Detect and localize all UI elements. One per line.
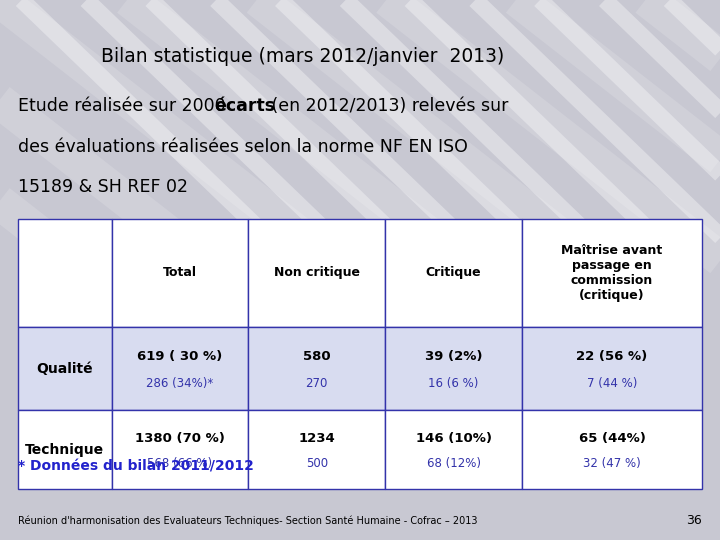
- Text: 15189 & SH REF 02: 15189 & SH REF 02: [18, 178, 188, 196]
- Text: Technique: Technique: [25, 443, 104, 456]
- Text: 65 (44%): 65 (44%): [579, 432, 645, 445]
- Text: 580: 580: [303, 350, 330, 363]
- Bar: [522, 410, 702, 489]
- Bar: [18, 327, 112, 410]
- Text: * Données du bilan 2011/2012: * Données du bilan 2011/2012: [18, 459, 254, 473]
- Text: 32 (47 %): 32 (47 %): [583, 457, 641, 470]
- Text: 1234: 1234: [298, 432, 336, 445]
- Text: 270: 270: [305, 377, 328, 390]
- Text: 568 (66 %): 568 (66 %): [148, 457, 212, 470]
- Text: 22 (56 %): 22 (56 %): [577, 350, 647, 363]
- Text: Qualité: Qualité: [37, 362, 93, 375]
- Text: 500: 500: [306, 457, 328, 470]
- Text: 146 (10%): 146 (10%): [415, 432, 492, 445]
- Bar: [522, 219, 702, 327]
- Bar: [385, 410, 522, 489]
- Bar: [385, 219, 522, 327]
- Text: 68 (12%): 68 (12%): [426, 457, 480, 470]
- Text: 286 (34%)*: 286 (34%)*: [146, 377, 214, 390]
- Text: 16 (6 %): 16 (6 %): [428, 377, 479, 390]
- Text: écarts: écarts: [214, 97, 275, 115]
- Bar: [18, 410, 112, 489]
- Bar: [522, 327, 702, 410]
- Text: Maîtrise avant
passage en
commission
(critique): Maîtrise avant passage en commission (cr…: [562, 244, 662, 302]
- Bar: [248, 219, 385, 327]
- Bar: [18, 219, 112, 327]
- Text: Etude réalisée sur 2000: Etude réalisée sur 2000: [18, 97, 231, 115]
- Bar: [248, 410, 385, 489]
- Text: 7 (44 %): 7 (44 %): [587, 377, 637, 390]
- Text: 1380 (70 %): 1380 (70 %): [135, 432, 225, 445]
- Text: Non critique: Non critique: [274, 266, 360, 279]
- Bar: [112, 219, 248, 327]
- Bar: [112, 327, 248, 410]
- Text: (en 2012/2013) relevés sur: (en 2012/2013) relevés sur: [266, 97, 509, 115]
- Text: 619 ( 30 %): 619 ( 30 %): [138, 350, 222, 363]
- Text: Total: Total: [163, 266, 197, 279]
- Text: des évaluations réalisées selon la norme NF EN ISO: des évaluations réalisées selon la norme…: [18, 138, 468, 156]
- Bar: [248, 327, 385, 410]
- Text: Réunion d'harmonisation des Evaluateurs Techniques- Section Santé Humaine - Cofr: Réunion d'harmonisation des Evaluateurs …: [18, 516, 477, 526]
- Text: 39 (2%): 39 (2%): [425, 350, 482, 363]
- Text: 36: 36: [686, 514, 702, 526]
- Text: Critique: Critique: [426, 266, 482, 279]
- Bar: [112, 410, 248, 489]
- Bar: [385, 327, 522, 410]
- Text: Bilan statistique (mars 2012/janvier  2013): Bilan statistique (mars 2012/janvier 201…: [101, 47, 504, 66]
